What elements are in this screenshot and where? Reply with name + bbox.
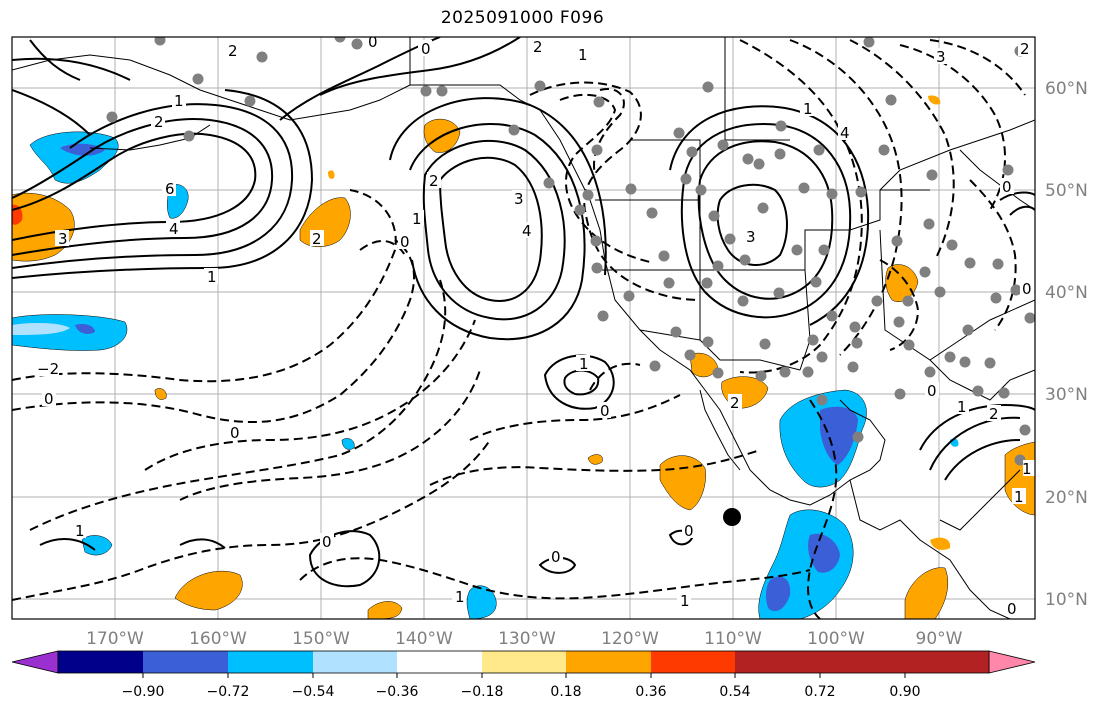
contour-label: 2 [312,230,322,248]
contour-label: −2 [37,360,59,378]
colorbar-tick-label: −0.90 [122,684,165,700]
contour-label: 2 [154,113,164,131]
colorbar-segment [143,651,228,673]
contour-label: 0 [322,533,332,551]
lat-tick-label: 30°N [1045,385,1088,405]
lon-tick-label: 110°W [704,629,762,649]
contour-label: 0 [551,548,561,566]
colorbar-right-extension [988,650,1036,674]
contour-label: 1 [1014,488,1024,506]
colorbar-segment [905,651,989,673]
contour-label: 1 [207,268,217,286]
lat-tick-label: 50°N [1045,181,1088,201]
contour-label: 1 [174,92,184,110]
colorbar-segment [735,651,820,673]
map-title: 2025091000 F096 [440,8,605,28]
contour-label: 1 [1022,460,1032,478]
contour-label: 0 [1022,280,1032,298]
colorbar-tick-label: 0.90 [889,684,920,700]
contour-label: 0 [230,424,240,442]
contour-label: 2 [730,394,740,412]
lon-tick-label: 130°W [498,629,556,649]
negative-anomaly-shading [12,131,959,619]
colorbar-left-extension [11,650,59,674]
contour-label: 1 [579,355,589,373]
colorbar-segment [482,651,566,673]
contour-label: 4 [840,124,850,142]
lon-tick-label: 140°W [395,629,453,649]
latitude-axis: 60°N 50°N 40°N 30°N 20°N 10°N [1045,79,1088,610]
contour-label: 1 [75,522,85,540]
lat-tick-label: 20°N [1045,488,1088,508]
colorbar-segment [397,651,482,673]
contour-label: 1 [680,592,690,610]
contour-label: 1 [455,588,465,606]
colorbar-tick-label: −0.18 [461,684,504,700]
contour-label: 4 [522,222,532,240]
lon-tick-label: 150°W [292,629,350,649]
contour-label: 1 [803,100,813,118]
contour-label: 0 [1002,178,1012,196]
colorbar-segment [58,651,143,673]
colorbar-segment [566,651,651,673]
contour-label: 0 [44,390,54,408]
observation-markers [106,37,1035,466]
contour-label: 0 [1007,600,1017,618]
lon-tick-label: 90°W [916,629,963,649]
colorbar-tick-label: −0.36 [376,684,419,700]
negative-contours [12,39,1026,619]
lat-tick-label: 40°N [1045,283,1088,303]
contour-label: 2 [228,42,238,60]
contour-label: 0 [421,40,431,58]
contour-label: 3 [58,230,68,248]
colorbar-segment [651,651,735,673]
colorbar-tick-label: −0.72 [207,684,250,700]
contour-label: 1 [412,210,422,228]
lat-tick-label: 60°N [1045,79,1088,99]
colorbar-segment [820,651,905,673]
lon-tick-label: 120°W [601,629,659,649]
contour-label: 3 [936,48,946,66]
contour-label: 0 [600,402,610,420]
contour-label-layer: 2 1 2 6 4 3 1 0 2 3 4 1 0 3 2 0 1 0 −2 0… [37,33,1035,618]
contour-label: 6 [165,180,175,198]
colorbar-tick-label: −0.54 [292,684,335,700]
contour-label: 3 [746,228,756,246]
lat-tick-label: 10°N [1045,590,1088,610]
contour-label: 2 [989,405,999,423]
storm-center-marker [723,508,741,526]
positive-anomaly-shading [12,95,1035,619]
longitude-axis: 170°W 160°W 150°W 140°W 130°W 120°W 110°… [86,629,963,649]
colorbar-segment [313,651,397,673]
colorbar-tick-label: 0.54 [719,684,750,700]
colorbar-tick-label: 0.72 [804,684,835,700]
colorbar-segment [228,651,313,673]
contour-label: 0 [400,233,410,251]
contour-label: 0 [684,522,694,540]
lon-tick-label: 100°W [807,629,865,649]
lon-tick-label: 160°W [189,629,247,649]
contour-label: 2 [1020,40,1030,58]
colorbar-tick-label: 0.18 [550,684,581,700]
contour-label: 1 [957,398,967,416]
colorbar: −0.90 −0.72 −0.54 −0.36 −0.18 0.18 0.36 … [11,650,1036,700]
contour-label: 0 [927,382,937,400]
map-area [12,37,1035,619]
contour-label: 1 [578,46,588,64]
contour-label: 0 [368,33,378,51]
contour-label: 4 [169,220,179,238]
contour-label: 3 [514,190,524,208]
lon-tick-label: 170°W [86,629,144,649]
colorbar-tick-label: 0.36 [635,684,666,700]
map-frame [11,36,1036,620]
contour-label: 2 [429,172,439,190]
contour-label: 2 [533,38,543,56]
